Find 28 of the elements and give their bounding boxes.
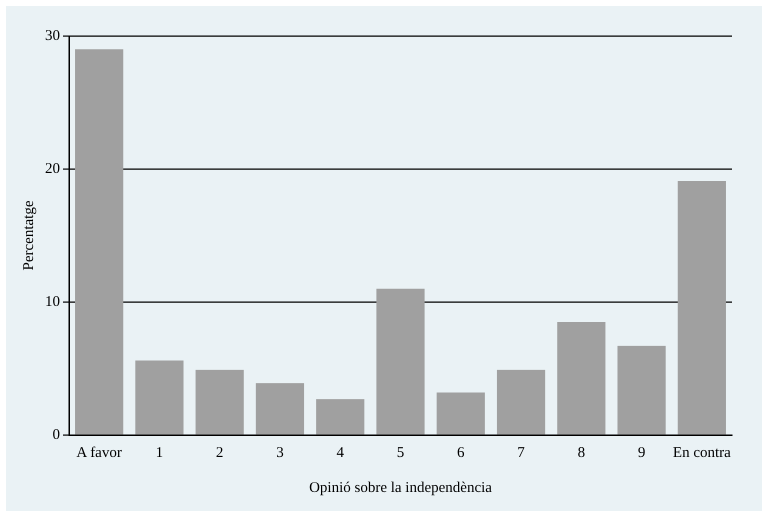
x-tick-label: 5 — [396, 444, 404, 461]
x-tick-label: 7 — [517, 444, 526, 461]
x-tick-label: A favor — [76, 444, 122, 461]
y-axis-title: Percentatge — [20, 200, 37, 270]
bar — [678, 180, 726, 434]
bar — [376, 288, 425, 434]
bar — [196, 370, 244, 434]
bar — [496, 370, 546, 434]
x-tick-label: 2 — [216, 444, 224, 461]
bar — [256, 383, 304, 434]
bar — [436, 392, 485, 434]
bar — [316, 399, 364, 434]
bar — [557, 322, 606, 434]
x-tick-label: En contra — [672, 444, 732, 461]
y-tick-label: 30 — [45, 28, 60, 44]
bar — [75, 49, 124, 434]
bar — [617, 346, 666, 434]
y-tick-label: 20 — [45, 160, 60, 177]
x-axis-title: Opinió sobre la independència — [309, 480, 492, 496]
x-tick-label: 4 — [336, 444, 344, 461]
y-tick-label: 0 — [52, 426, 60, 443]
y-tick-label: 10 — [45, 294, 60, 310]
x-tick-label: 3 — [276, 444, 284, 461]
x-tick-label: 1 — [156, 444, 164, 461]
x-tick-label: 8 — [578, 444, 586, 461]
bar — [135, 360, 184, 434]
x-tick-label: 6 — [457, 444, 466, 461]
x-tick-label: 9 — [638, 444, 646, 461]
